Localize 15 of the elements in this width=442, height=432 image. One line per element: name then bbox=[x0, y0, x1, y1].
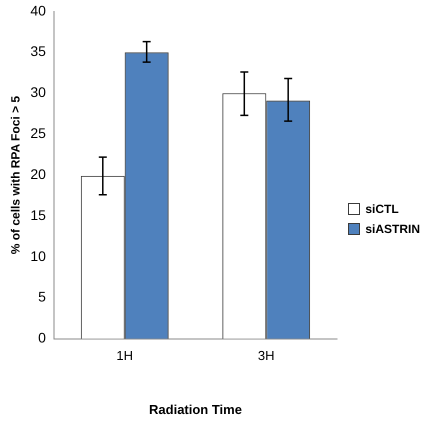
y-tick-label: 30 bbox=[30, 84, 46, 100]
x-axis-title: Radiation Time bbox=[149, 402, 242, 417]
x-tick-label: 1H bbox=[116, 348, 134, 364]
y-tick-label: 40 bbox=[30, 2, 46, 18]
y-tick-label: 20 bbox=[30, 166, 46, 182]
y-tick-label: 5 bbox=[38, 288, 46, 305]
legend-label: siASTRIN bbox=[365, 222, 420, 236]
y-tick-label: 10 bbox=[30, 248, 46, 264]
text: siCTL bbox=[365, 202, 399, 216]
x-tick-label: 3H bbox=[258, 348, 275, 364]
y-tick-label: 25 bbox=[30, 125, 46, 142]
y-tick-label: 0 bbox=[38, 330, 46, 346]
y-axis-title: % of cells with RPA Foci > 5 bbox=[8, 96, 23, 254]
y-tick-label: 35 bbox=[30, 43, 46, 60]
y-tick-label: 15 bbox=[30, 206, 46, 223]
